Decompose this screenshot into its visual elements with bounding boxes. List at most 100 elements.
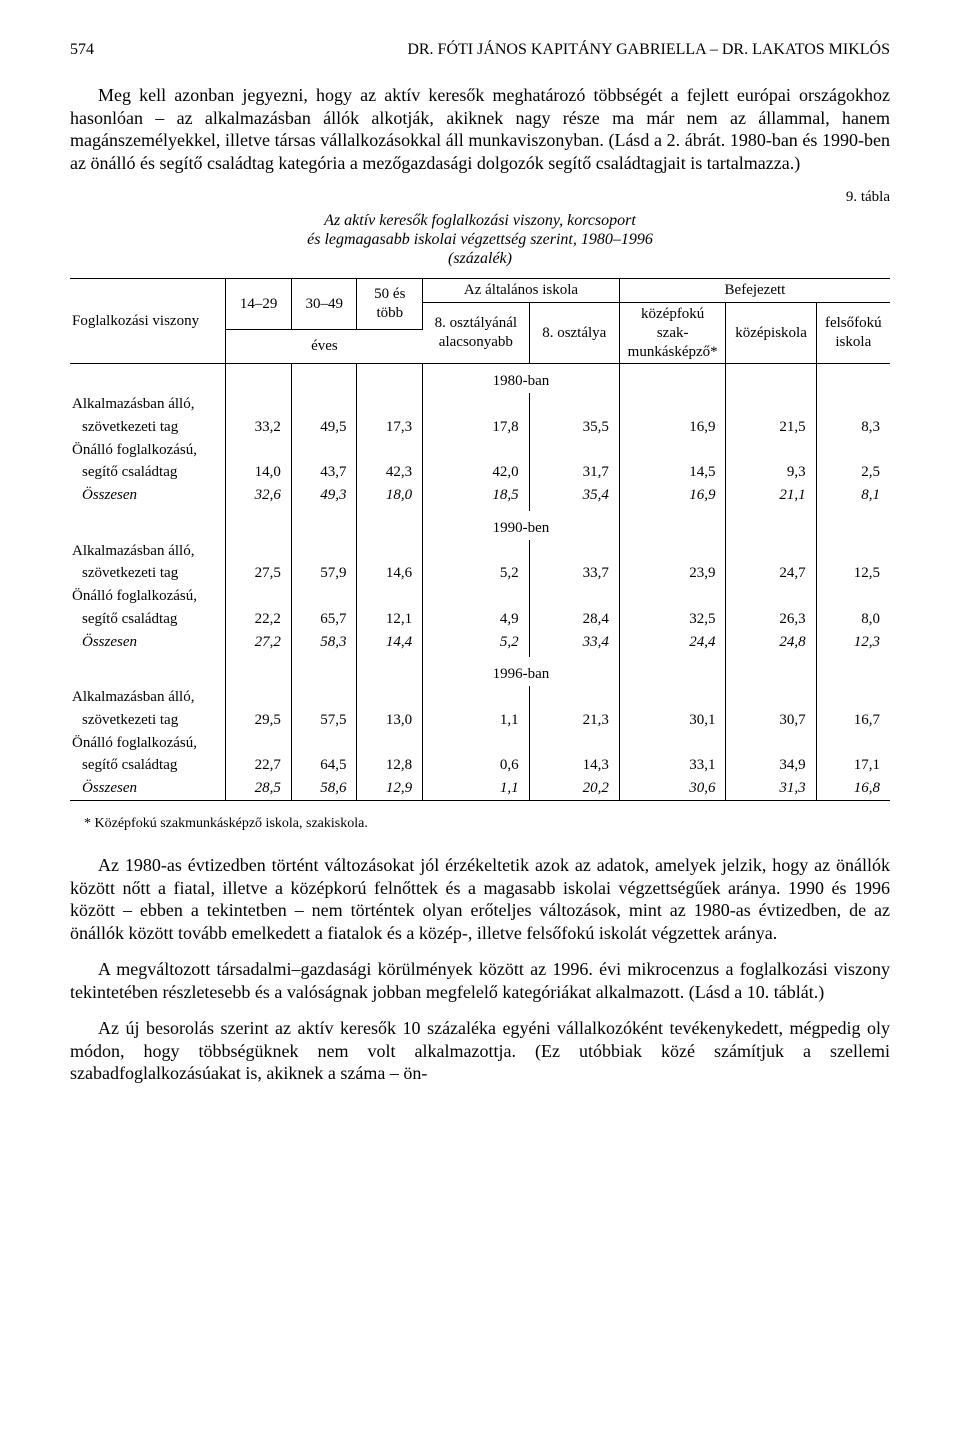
cell: 23,9 xyxy=(619,562,726,585)
cell: 21,3 xyxy=(529,709,619,732)
cell: 14,4 xyxy=(357,631,423,658)
cell: 9,3 xyxy=(726,461,816,484)
cell: 21,5 xyxy=(726,416,816,439)
cell: 12,9 xyxy=(357,777,423,800)
cell: 30,6 xyxy=(619,777,726,800)
running-head: 574 DR. FÓTI JÁNOS KAPITÁNY GABRIELLA – … xyxy=(70,40,890,60)
cell: 28,4 xyxy=(529,608,619,631)
cell: 22,2 xyxy=(226,608,292,631)
caption-line: és legmagasabb iskolai végzettség szerin… xyxy=(307,231,653,248)
table-row: szövetkezeti tag xyxy=(70,416,226,439)
running-title: DR. FÓTI JÁNOS KAPITÁNY GABRIELLA – DR. … xyxy=(407,40,890,60)
cell: 33,2 xyxy=(226,416,292,439)
caption-line: Az aktív keresők foglalkozási viszony, k… xyxy=(324,212,636,229)
table-row: Összesen xyxy=(70,484,226,511)
cell: 21,1 xyxy=(726,484,816,511)
cell: 8,0 xyxy=(816,608,890,631)
cell: 17,1 xyxy=(816,754,890,777)
cell: 31,3 xyxy=(726,777,816,800)
year-1980: 1980-ban xyxy=(423,364,620,393)
cell: 22,7 xyxy=(226,754,292,777)
cell: 24,4 xyxy=(619,631,726,658)
cell: 16,9 xyxy=(619,416,726,439)
cell: 16,9 xyxy=(619,484,726,511)
cell: 33,4 xyxy=(529,631,619,658)
table-9: Foglalkozási viszony 14–29 30–49 50 és t… xyxy=(70,278,890,801)
table-row: segítő családtag xyxy=(70,608,226,631)
table-body: 1980-ban Alkalmazásban álló, szövetkezet… xyxy=(70,364,890,801)
cell: 12,8 xyxy=(357,754,423,777)
col-eves: éves xyxy=(226,330,423,364)
cell: 13,0 xyxy=(357,709,423,732)
cell: 58,3 xyxy=(291,631,357,658)
cell: 8,3 xyxy=(816,416,890,439)
cell: 1,1 xyxy=(423,777,530,800)
col-8alatt: 8. osztályánál alacsonyabb xyxy=(423,303,530,364)
cell: 33,1 xyxy=(619,754,726,777)
cell: 14,0 xyxy=(226,461,292,484)
body-paragraph: Az új besorolás szerint az aktív keresők… xyxy=(70,1017,890,1085)
table-row: Önálló foglalkozású, xyxy=(70,585,226,608)
table-footnote: * Középfokú szakmunkásképző iskola, szak… xyxy=(84,815,890,833)
page: 574 DR. FÓTI JÁNOS KAPITÁNY GABRIELLA – … xyxy=(0,0,960,1139)
cell: 35,4 xyxy=(529,484,619,511)
table-row: Alkalmazásban álló, xyxy=(70,540,226,563)
cell: 17,8 xyxy=(423,416,530,439)
cell: 0,6 xyxy=(423,754,530,777)
cell: 16,7 xyxy=(816,709,890,732)
cell: 14,6 xyxy=(357,562,423,585)
cell: 26,3 xyxy=(726,608,816,631)
col-felsofoku: felsőfokú iskola xyxy=(816,303,890,364)
cell: 12,1 xyxy=(357,608,423,631)
year-1996: 1996-ban xyxy=(423,657,620,686)
cell: 42,3 xyxy=(357,461,423,484)
table-caption: Az aktív keresők foglalkozási viszony, k… xyxy=(70,211,890,269)
cell: 64,5 xyxy=(291,754,357,777)
cell: 2,5 xyxy=(816,461,890,484)
cell: 16,8 xyxy=(816,777,890,800)
table-row: szövetkezeti tag xyxy=(70,562,226,585)
table-row: Alkalmazásban álló, xyxy=(70,686,226,709)
cell: 4,9 xyxy=(423,608,530,631)
cell: 30,7 xyxy=(726,709,816,732)
cell: 32,6 xyxy=(226,484,292,511)
col-30-49: 30–49 xyxy=(291,279,357,330)
table-row: segítő családtag xyxy=(70,461,226,484)
table-row: segítő családtag xyxy=(70,754,226,777)
cell: 42,0 xyxy=(423,461,530,484)
table-row: Önálló foglalkozású, xyxy=(70,732,226,755)
cell: 1,1 xyxy=(423,709,530,732)
body-paragraph: A megváltozott társadalmi–gazdasági körü… xyxy=(70,958,890,1003)
cell: 5,2 xyxy=(423,631,530,658)
cell: 49,3 xyxy=(291,484,357,511)
table-row: szövetkezeti tag xyxy=(70,709,226,732)
col-50plus: 50 és több xyxy=(357,279,423,330)
cell: 18,5 xyxy=(423,484,530,511)
table-row: Összesen xyxy=(70,631,226,658)
cell: 20,2 xyxy=(529,777,619,800)
cell: 14,5 xyxy=(619,461,726,484)
cell: 14,3 xyxy=(529,754,619,777)
cell: 27,5 xyxy=(226,562,292,585)
table-row: Önálló foglalkozású, xyxy=(70,439,226,462)
page-number: 574 xyxy=(70,40,94,60)
cell: 12,5 xyxy=(816,562,890,585)
cell: 8,1 xyxy=(816,484,890,511)
cell: 30,1 xyxy=(619,709,726,732)
col-befejezett: Befejezett xyxy=(619,279,890,303)
cell: 65,7 xyxy=(291,608,357,631)
col-kozepiskola: középiskola xyxy=(726,303,816,364)
cell: 57,9 xyxy=(291,562,357,585)
stub-head: Foglalkozási viszony xyxy=(70,279,226,364)
cell: 49,5 xyxy=(291,416,357,439)
cell: 34,9 xyxy=(726,754,816,777)
table-row: Alkalmazásban álló, xyxy=(70,393,226,416)
cell: 32,5 xyxy=(619,608,726,631)
col-altalanos: Az általános iskola xyxy=(423,279,620,303)
cell: 12,3 xyxy=(816,631,890,658)
cell: 28,5 xyxy=(226,777,292,800)
body-paragraph: Az 1980-as évtizedben történt változások… xyxy=(70,854,890,944)
caption-line: (százalék) xyxy=(448,250,512,267)
cell: 58,6 xyxy=(291,777,357,800)
cell: 35,5 xyxy=(529,416,619,439)
